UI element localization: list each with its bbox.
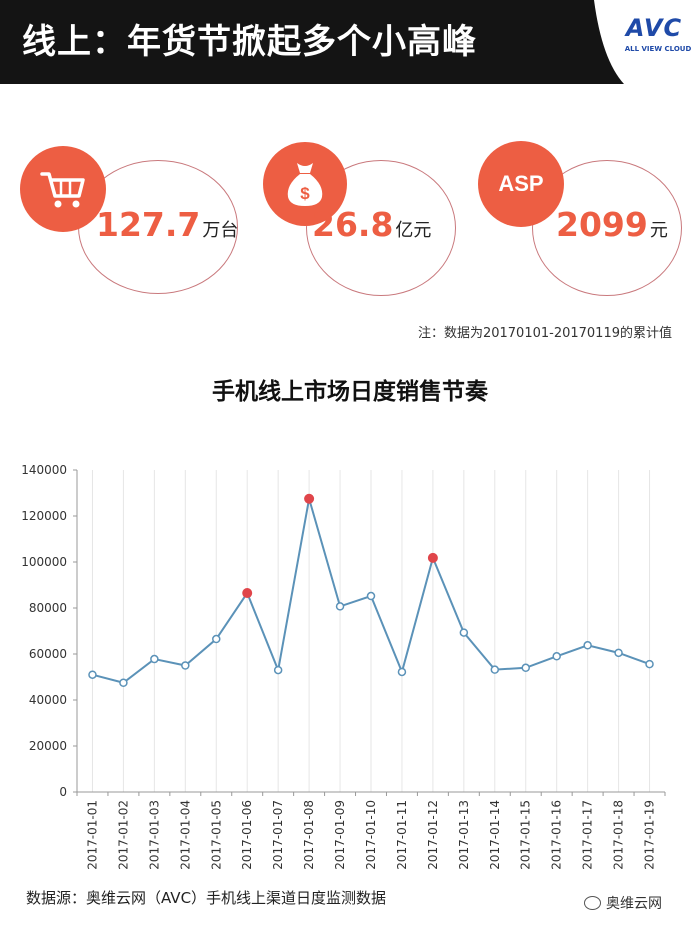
stat-ring-revenue [306, 160, 456, 296]
data-point [645, 659, 654, 669]
x-tick-label: 2017-01-08 [302, 800, 316, 870]
x-tick-label: 2017-01-15 [519, 800, 533, 870]
x-tick-label: 2017-01-12 [426, 800, 440, 870]
header-bar: 线上：年货节掀起多个小高峰 [0, 0, 700, 84]
data-point [614, 648, 623, 658]
x-tick-label: 2017-01-10 [364, 800, 378, 870]
x-tick-label: 2017-01-16 [550, 800, 564, 870]
y-tick-label: 120000 [21, 509, 67, 523]
x-tick-label: 2017-01-14 [488, 800, 502, 870]
x-tick-label: 2017-01-11 [395, 800, 409, 870]
data-point [397, 667, 407, 677]
stat-number: 26.8 [312, 205, 394, 244]
x-tick-label: 2017-01-01 [85, 800, 99, 870]
stat-number: 2099 [556, 205, 648, 244]
stat-number: 127.7 [96, 205, 201, 244]
wechat-watermark: 奥维云网 [584, 893, 662, 913]
x-tick-label: 2017-01-07 [271, 800, 285, 870]
highlight-point [427, 552, 438, 563]
stat-ring-asp [532, 160, 682, 296]
data-point [366, 591, 376, 601]
x-tick-label: 2017-01-19 [643, 800, 657, 870]
y-tick-label: 60000 [29, 647, 67, 661]
logo-panel [594, 0, 700, 84]
data-point [150, 654, 159, 664]
data-point [335, 602, 345, 611]
stat-unit: 元 [649, 220, 668, 241]
page-title: 线上：年货节掀起多个小高峰 [22, 22, 477, 62]
stat-badge-asp: ASP [478, 141, 564, 227]
data-point [181, 661, 190, 670]
x-tick-label: 2017-01-13 [457, 800, 471, 870]
data-point [490, 665, 500, 674]
data-point [212, 634, 221, 644]
svg-text:$: $ [300, 184, 310, 203]
data-note: 注：数据为20170101-20170119的累计值 [417, 326, 672, 341]
data-point [273, 665, 283, 675]
y-tick-label: 140000 [21, 463, 67, 477]
data-point [552, 652, 561, 661]
avc-logo-tagline: ALL VIEW CLOUD [624, 45, 692, 53]
stat-unit: 万台 [202, 220, 239, 241]
stat-value-volume: 127.7 万台 [96, 208, 238, 241]
y-tick-label: 80000 [29, 601, 67, 615]
highlight-point [304, 493, 315, 504]
stat-badge-revenue: $ [263, 142, 347, 226]
x-tick-label: 2017-01-05 [209, 800, 223, 870]
y-tick-label: 100000 [21, 555, 67, 569]
x-tick-label: 2017-01-03 [147, 800, 161, 870]
stat-value-asp: 2099 元 [556, 208, 668, 241]
data-point [88, 670, 97, 679]
y-tick-label: 0 [59, 785, 67, 799]
wechat-icon [584, 896, 601, 910]
stat-value-revenue: 26.8 亿元 [312, 208, 431, 241]
money-bag-icon: $ [287, 163, 323, 206]
data-source: 数据源：奥维云网（AVC）手机线上渠道日度监测数据 [26, 889, 387, 907]
data-point [459, 628, 469, 637]
stat-unit: 亿元 [395, 220, 432, 241]
x-tick-label: 2017-01-04 [178, 800, 192, 870]
data-point [583, 641, 592, 650]
x-tick-label: 2017-01-17 [581, 800, 595, 870]
highlight-point [242, 588, 253, 599]
asp-badge-text: ASP [498, 171, 544, 196]
chart-title: 手机线上市场日度销售节奏 [212, 379, 488, 405]
x-tick-label: 2017-01-06 [240, 800, 254, 870]
avc-logo: AVC [625, 14, 683, 42]
data-point [119, 678, 128, 687]
x-tick-label: 2017-01-18 [612, 800, 626, 870]
watermark-text: 奥维云网 [606, 896, 662, 912]
stat-badge-volume [20, 146, 106, 232]
y-tick-label: 40000 [29, 693, 67, 707]
data-point [521, 663, 530, 673]
x-tick-label: 2017-01-02 [116, 800, 130, 870]
y-tick-label: 20000 [29, 739, 67, 753]
line-chart: 0 20000 40000 60000 80000 100000 120000 140000 2… [21, 463, 666, 870]
shopping-cart-icon [40, 172, 85, 208]
x-tick-label: 2017-01-09 [333, 800, 347, 870]
